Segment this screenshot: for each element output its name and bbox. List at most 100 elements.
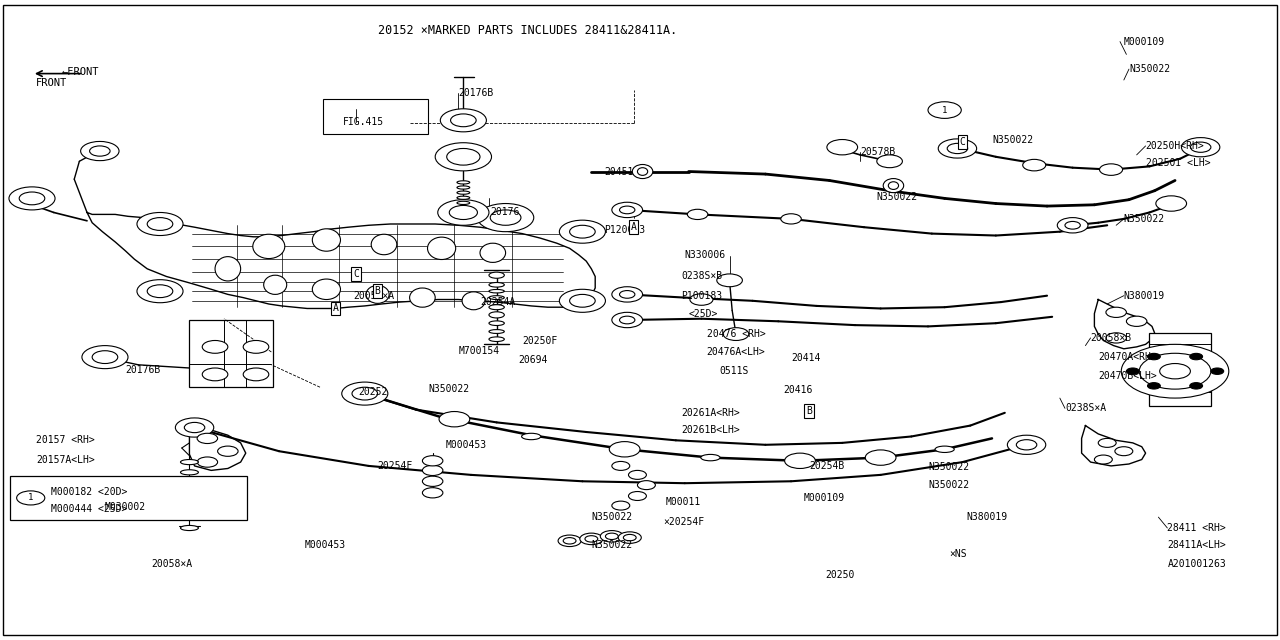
Text: M00011: M00011 <box>666 497 701 508</box>
Circle shape <box>1190 353 1203 360</box>
Circle shape <box>612 501 630 510</box>
Circle shape <box>827 140 858 155</box>
Circle shape <box>580 533 603 545</box>
Circle shape <box>609 442 640 457</box>
Circle shape <box>865 450 896 465</box>
Text: 20254A: 20254A <box>480 297 516 307</box>
Circle shape <box>422 465 443 476</box>
Circle shape <box>17 491 45 505</box>
Circle shape <box>490 210 521 225</box>
Circle shape <box>559 289 605 312</box>
Circle shape <box>1139 353 1211 389</box>
Text: C: C <box>960 137 965 147</box>
Circle shape <box>81 141 119 161</box>
Text: 20261B<LH>: 20261B<LH> <box>681 425 740 435</box>
Text: M000453: M000453 <box>305 540 346 550</box>
Circle shape <box>184 422 205 433</box>
Text: N380019: N380019 <box>1124 291 1165 301</box>
Text: M000453: M000453 <box>445 440 486 450</box>
Circle shape <box>147 285 173 298</box>
Circle shape <box>137 212 183 236</box>
Text: P120003: P120003 <box>604 225 645 236</box>
Text: N350022: N350022 <box>591 512 632 522</box>
Circle shape <box>1148 383 1161 389</box>
Text: 20176B: 20176B <box>458 88 494 98</box>
Circle shape <box>559 220 605 243</box>
Circle shape <box>477 204 534 232</box>
Circle shape <box>1126 316 1147 326</box>
Text: N350022: N350022 <box>591 540 632 550</box>
Ellipse shape <box>215 257 241 281</box>
Text: ×NS: ×NS <box>950 548 968 559</box>
Circle shape <box>612 461 630 470</box>
Text: FRONT: FRONT <box>36 78 67 88</box>
Ellipse shape <box>180 470 198 475</box>
Circle shape <box>1106 333 1126 343</box>
Text: 20476 <RH>: 20476 <RH> <box>707 329 765 339</box>
Text: N380019: N380019 <box>966 512 1007 522</box>
Ellipse shape <box>489 289 504 293</box>
Bar <box>323 99 428 134</box>
Text: M000182 <20D>: M000182 <20D> <box>51 486 128 497</box>
Ellipse shape <box>883 179 904 193</box>
Circle shape <box>1016 440 1037 450</box>
Circle shape <box>352 387 378 400</box>
Circle shape <box>570 294 595 307</box>
Ellipse shape <box>180 481 198 486</box>
Circle shape <box>1098 438 1116 447</box>
Text: 20470A<RH>: 20470A<RH> <box>1098 352 1157 362</box>
Circle shape <box>585 536 598 542</box>
Text: 20250I <LH>: 20250I <LH> <box>1146 158 1210 168</box>
Text: 20250H<RH>: 20250H<RH> <box>1146 141 1204 151</box>
Ellipse shape <box>489 272 504 278</box>
Circle shape <box>202 368 228 381</box>
Bar <box>1149 333 1211 406</box>
Text: B: B <box>806 406 812 416</box>
Circle shape <box>1211 368 1224 374</box>
Ellipse shape <box>180 502 198 507</box>
Circle shape <box>628 492 646 500</box>
Text: ×20254F: ×20254F <box>663 516 704 527</box>
Circle shape <box>1190 383 1203 389</box>
Ellipse shape <box>457 191 470 195</box>
Text: A: A <box>333 303 338 314</box>
Text: N350022: N350022 <box>1124 214 1165 224</box>
Text: N350022: N350022 <box>928 480 969 490</box>
Ellipse shape <box>934 446 955 452</box>
Circle shape <box>422 488 443 498</box>
Circle shape <box>612 287 643 302</box>
Circle shape <box>19 192 45 205</box>
Text: 1: 1 <box>28 493 33 502</box>
Ellipse shape <box>457 186 470 189</box>
Circle shape <box>612 312 643 328</box>
Text: 0238S×A: 0238S×A <box>1065 403 1106 413</box>
Ellipse shape <box>489 312 504 318</box>
Text: 20578B: 20578B <box>860 147 896 157</box>
Text: 28411 <RH>: 28411 <RH> <box>1167 523 1226 533</box>
Text: N350022: N350022 <box>928 462 969 472</box>
Circle shape <box>137 280 183 303</box>
Ellipse shape <box>180 460 198 465</box>
Text: A: A <box>631 222 636 232</box>
Circle shape <box>447 148 480 165</box>
Circle shape <box>1121 344 1229 398</box>
Text: A201001263: A201001263 <box>1167 559 1226 570</box>
Ellipse shape <box>637 168 648 175</box>
Ellipse shape <box>366 285 389 303</box>
Circle shape <box>690 294 713 305</box>
Circle shape <box>439 412 470 427</box>
Text: ←FRONT: ←FRONT <box>61 67 99 77</box>
Text: 28411A<LH>: 28411A<LH> <box>1167 540 1226 550</box>
Circle shape <box>1126 368 1139 374</box>
Circle shape <box>90 146 110 156</box>
Text: 20252: 20252 <box>358 387 388 397</box>
Circle shape <box>1160 364 1190 379</box>
Ellipse shape <box>888 182 899 189</box>
Bar <box>10 476 247 520</box>
Ellipse shape <box>253 234 285 259</box>
Text: P100183: P100183 <box>681 291 722 301</box>
Text: 20254F: 20254F <box>378 461 413 471</box>
Circle shape <box>723 328 749 340</box>
Ellipse shape <box>489 305 504 310</box>
Circle shape <box>1065 221 1080 229</box>
